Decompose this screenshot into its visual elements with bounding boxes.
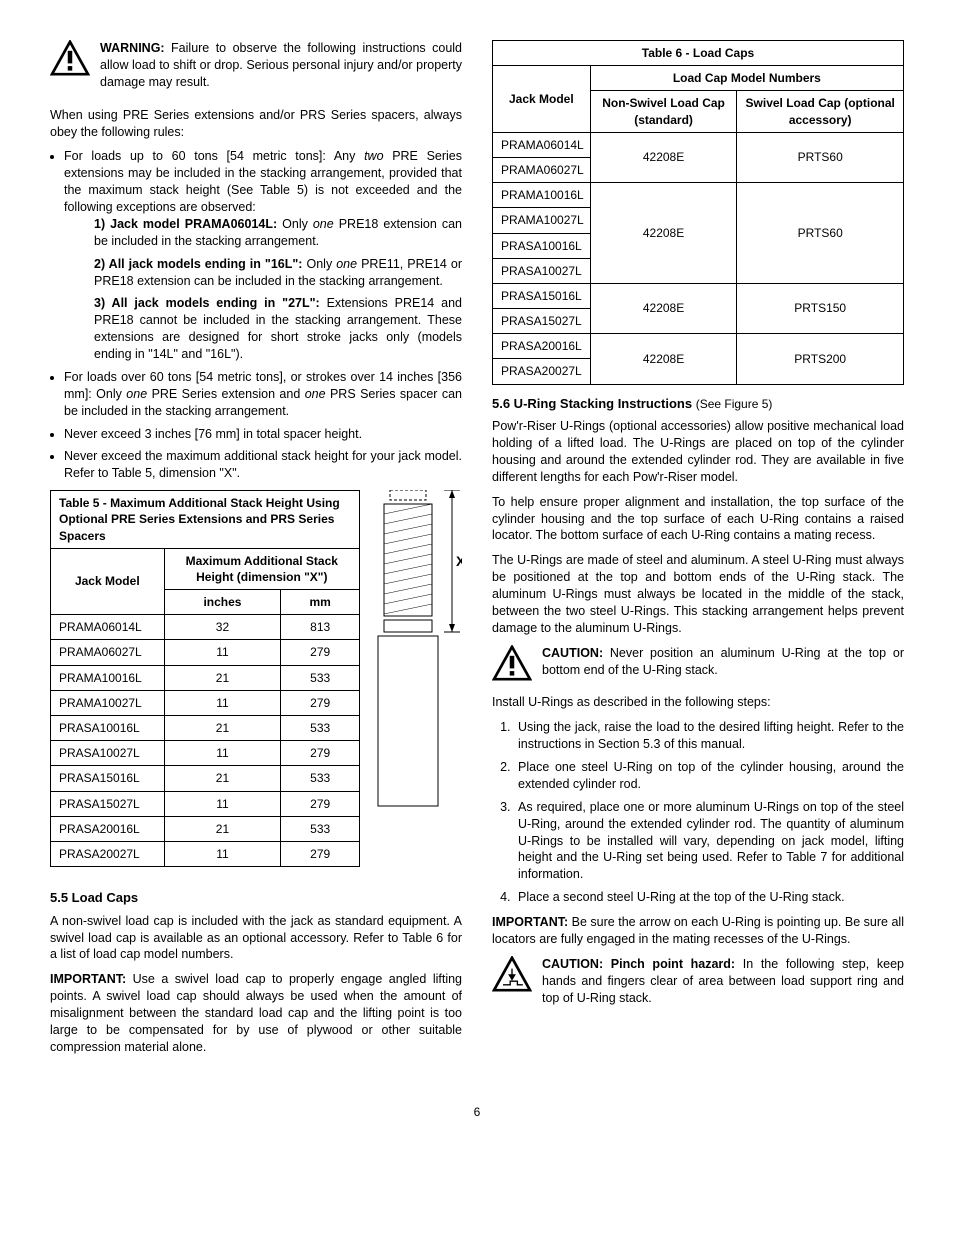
x-label: X (456, 553, 462, 569)
t6-col-sw: Swivel Load Cap (optional accessory) (737, 91, 904, 132)
table-row: PRASA15016L42208EPRTS150 (493, 283, 904, 308)
caution-block-1: CAUTION: Never position an aluminum U-Ri… (492, 645, 904, 687)
dimension-x-diagram: X (372, 490, 462, 810)
caution-icon (492, 645, 532, 681)
bullet-2: For loads over 60 tons [54 metric tons],… (64, 369, 462, 420)
sec55-important: IMPORTANT: Use a swivel load cap to prop… (50, 971, 462, 1055)
caution-block-2: CAUTION: Pinch point hazard: In the foll… (492, 956, 904, 1015)
install-steps: Using the jack, raise the load to the de… (492, 719, 904, 906)
table-row: PRAMA06014L42208EPRTS60 (493, 132, 904, 157)
table-5: Table 5 - Maximum Additional Stack Heigh… (50, 490, 360, 867)
table-row: PRAMA10027L11279 (51, 690, 360, 715)
sec56-p2: To help ensure proper alignment and inst… (492, 494, 904, 545)
table-row: PRASA20027L11279 (51, 841, 360, 866)
t6-col-model: Jack Model (493, 66, 591, 133)
bullet-1: For loads up to 60 tons [54 metric tons]… (64, 148, 462, 363)
table-row: PRASA20016L42208EPRTS200 (493, 334, 904, 359)
sub-rule-2: 2) All jack models ending in "16L": Only… (94, 256, 462, 290)
table-row: PRASA15016L21533 (51, 766, 360, 791)
t6-title: Table 6 - Load Caps (493, 41, 904, 66)
table5-wrap: Table 5 - Maximum Additional Stack Heigh… (50, 490, 462, 877)
caution1-text: CAUTION: Never position an aluminum U-Ri… (542, 645, 904, 679)
right-column: Table 6 - Load Caps Jack Model Load Cap … (492, 40, 904, 1064)
list-item: Using the jack, raise the load to the de… (514, 719, 904, 753)
table-row: PRASA20016L21533 (51, 816, 360, 841)
important-2: IMPORTANT: Be sure the arrow on each U-R… (492, 914, 904, 948)
section-5-6-head: 5.6 U-Ring Stacking Instructions (See Fi… (492, 395, 904, 413)
table-6: Table 6 - Load Caps Jack Model Load Cap … (492, 40, 904, 385)
table-row: PRASA10016L21533 (51, 716, 360, 741)
pinch-hazard-icon (492, 956, 532, 992)
sub-rule-1: 1) Jack model PRAMA06014L: Only one PRE1… (94, 216, 462, 250)
bullet-4: Never exceed the maximum additional stac… (64, 448, 462, 482)
sec55-p1: A non-swivel load cap is included with t… (50, 913, 462, 964)
sec56-p1: Pow'r-Riser U-Rings (optional accessorie… (492, 418, 904, 486)
rules-list: For loads up to 60 tons [54 metric tons]… (50, 148, 462, 482)
sec56-p3: The U-Rings are made of steel and alumin… (492, 552, 904, 636)
bullet-3: Never exceed 3 inches [76 mm] in total s… (64, 426, 462, 443)
section-5-5-head: 5.5 Load Caps (50, 889, 462, 907)
table-row: PRASA15027L11279 (51, 791, 360, 816)
t5-col-in: inches (164, 590, 281, 615)
t5-col-model: Jack Model (51, 548, 165, 615)
table5-title: Table 5 - Maximum Additional Stack Heigh… (51, 491, 360, 549)
list-item: Place one steel U-Ring on top of the cyl… (514, 759, 904, 793)
sec56-p4: Install U-Rings as described in the foll… (492, 694, 904, 711)
list-item: As required, place one or more aluminum … (514, 799, 904, 883)
warning-block: WARNING: Failure to observe the followin… (50, 40, 462, 99)
table-row: PRAMA10016L21533 (51, 665, 360, 690)
table-row: PRAMA10016L42208EPRTS60 (493, 183, 904, 208)
table-row: PRAMA06027L11279 (51, 640, 360, 665)
list-item: Place a second steel U-Ring at the top o… (514, 889, 904, 906)
table-row: PRAMA06014L32813 (51, 615, 360, 640)
sub-rule-3: 3) All jack models ending in "27L": Exte… (94, 295, 462, 363)
intro-text: When using PRE Series extensions and/or … (50, 107, 462, 141)
table-row: PRASA10027L11279 (51, 741, 360, 766)
left-column: WARNING: Failure to observe the followin… (50, 40, 462, 1064)
caution2-text: CAUTION: Pinch point hazard: In the foll… (542, 956, 904, 1007)
t5-col-mm: mm (281, 590, 360, 615)
warning-text: WARNING: Failure to observe the followin… (100, 40, 462, 91)
t5-col-stack: Maximum Additional Stack Height (dimensi… (164, 548, 359, 589)
page-number: 6 (50, 1104, 904, 1120)
t6-col-group: Load Cap Model Numbers (590, 66, 903, 91)
warning-icon (50, 40, 90, 76)
t6-col-ns: Non-Swivel Load Cap (standard) (590, 91, 737, 132)
